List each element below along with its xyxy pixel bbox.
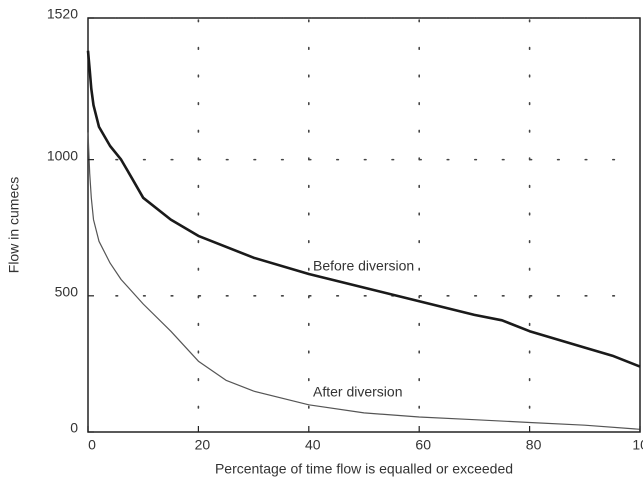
x-tick-label: 0 [88, 437, 96, 453]
series-line [87, 132, 641, 430]
x-tick-label: 20 [195, 437, 211, 453]
annotation: Before diversion [313, 258, 414, 274]
grid [115, 17, 641, 433]
y-tick-label: 1520 [47, 6, 78, 22]
lines [86, 50, 641, 430]
plot-frame [87, 17, 641, 433]
y-tick-label: 1000 [47, 147, 78, 163]
y-tick-label: 0 [70, 420, 78, 436]
y-axis-label: Flow in cumecs [6, 177, 22, 273]
x-tick-label: 60 [415, 437, 431, 453]
y-tick-label: 500 [55, 284, 79, 300]
x-tick-label: 100 [632, 437, 643, 453]
annotation: After diversion [313, 384, 402, 400]
x-tick-label: 40 [305, 437, 321, 453]
x-axis-label: Percentage of time flow is equalled or e… [215, 461, 513, 477]
x-tick-label: 80 [526, 437, 542, 453]
series-line [86, 50, 641, 368]
